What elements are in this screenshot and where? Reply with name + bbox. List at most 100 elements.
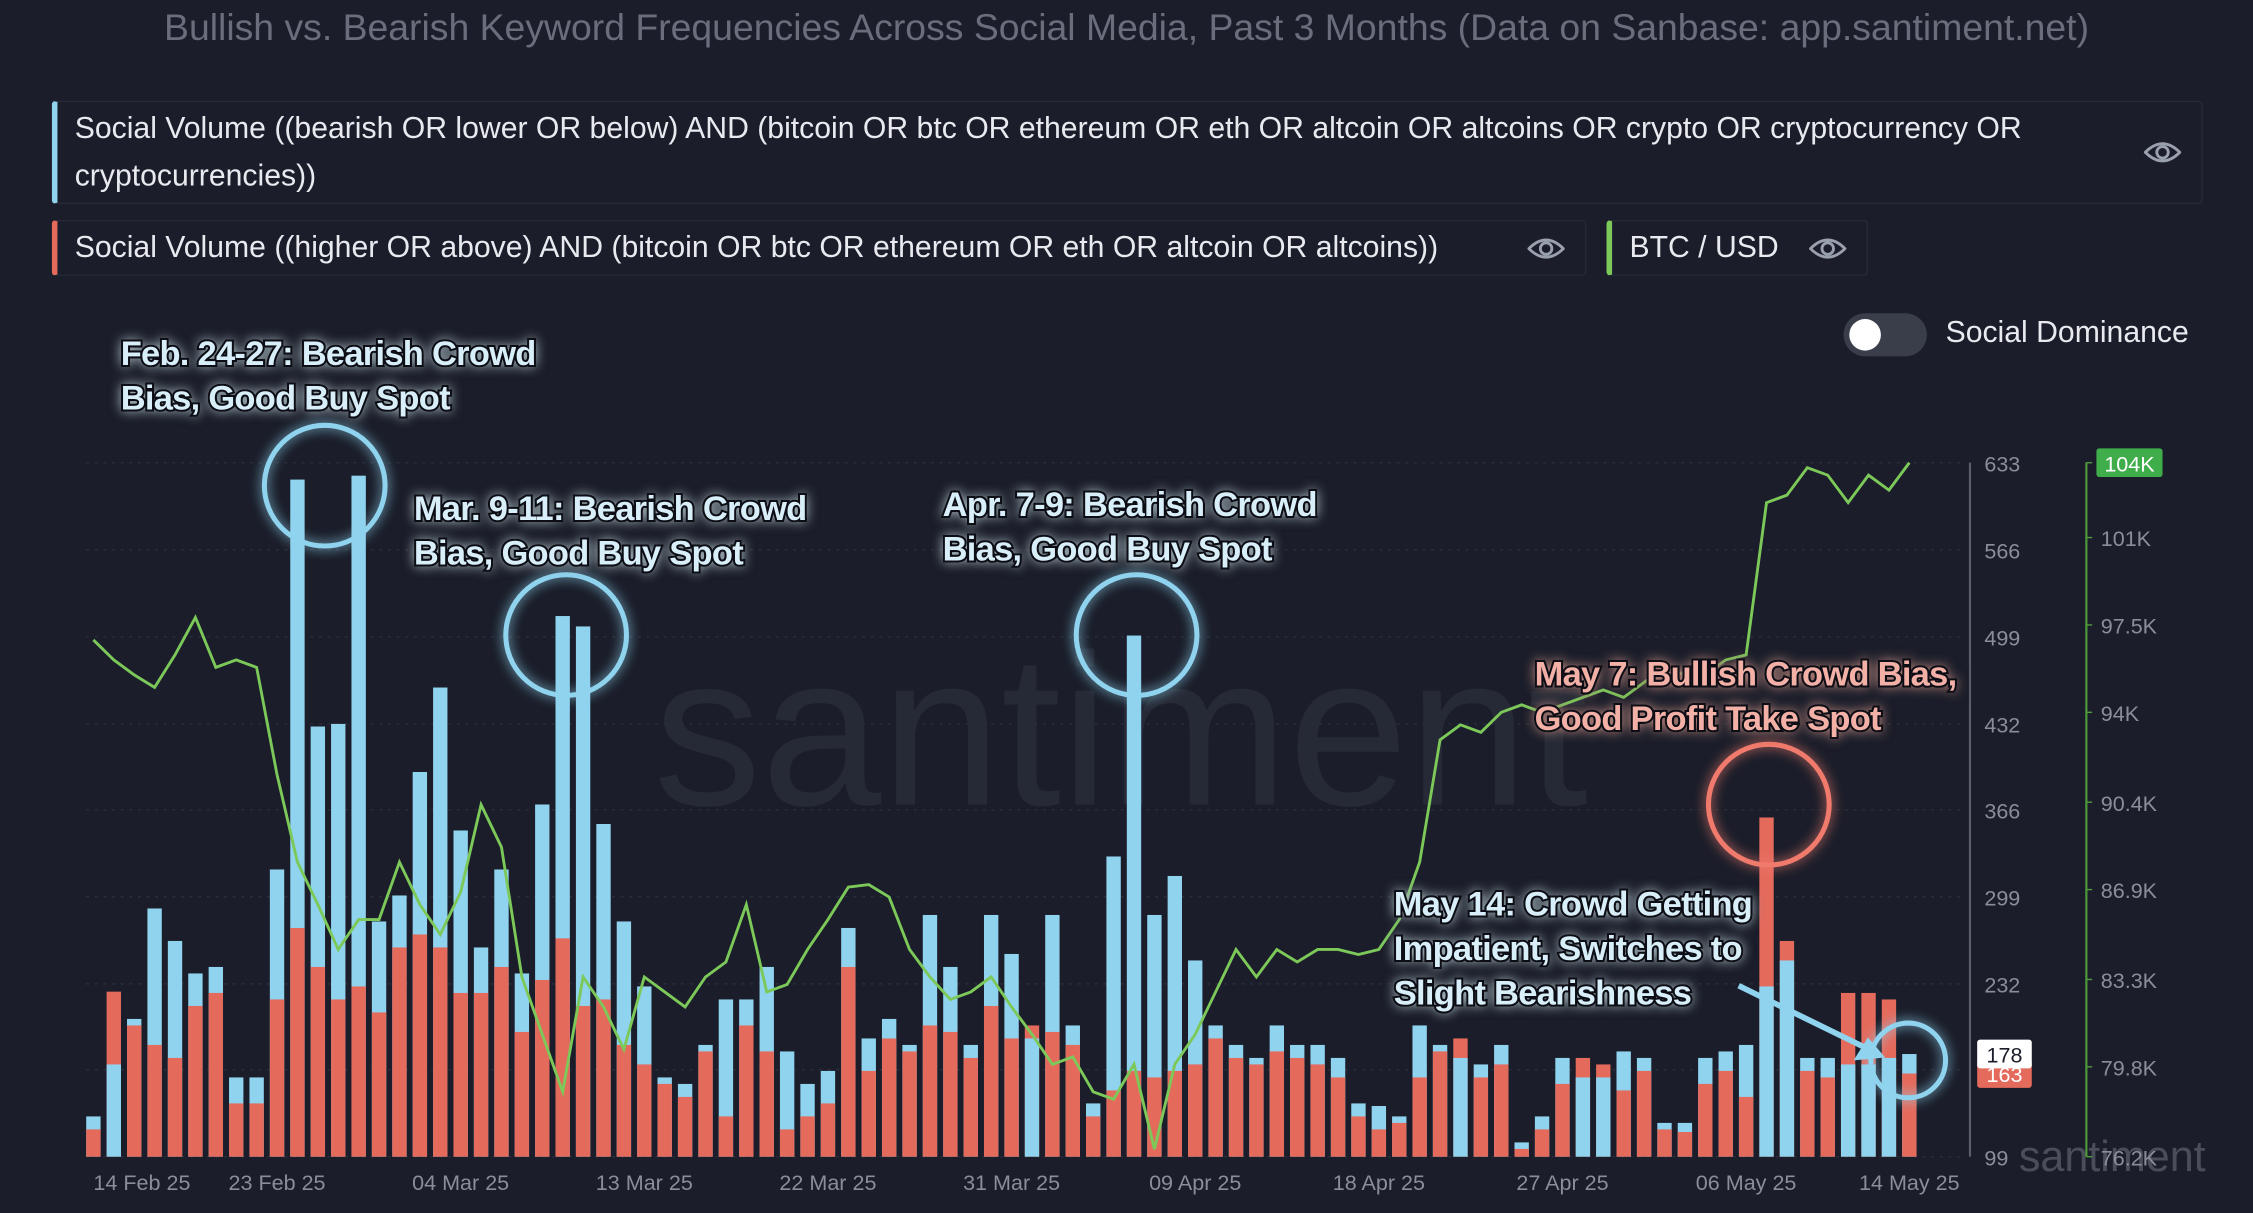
bar xyxy=(473,992,489,1157)
y2-tick-label: 101K xyxy=(2101,526,2152,551)
bar xyxy=(1861,1064,1876,1157)
bar xyxy=(1698,1083,1713,1157)
eye-icon[interactable] xyxy=(1527,235,1565,261)
bar xyxy=(637,1064,652,1157)
bar xyxy=(514,1031,530,1157)
bar xyxy=(269,999,285,1157)
bar xyxy=(1718,1070,1733,1157)
legend-label: BTC / USD xyxy=(1629,231,1779,265)
legend-label: Social Volume ((bearish OR lower OR belo… xyxy=(74,112,2022,193)
bar xyxy=(188,1005,203,1157)
annotation-line: Good Profit Take Spot xyxy=(1535,700,1882,738)
annotation-line: Slight Bearishness xyxy=(1394,974,1691,1012)
legend-label: Social Volume ((higher OR above) AND (bi… xyxy=(74,231,1439,265)
y-tick-label: 99 xyxy=(1984,1145,2008,1170)
bar xyxy=(779,1129,795,1157)
arrow-head xyxy=(1853,1037,1886,1061)
x-tick-label: 23 Feb 25 xyxy=(229,1170,326,1195)
bar xyxy=(1330,1077,1346,1157)
highlight-circle xyxy=(1868,1020,1949,1101)
y2-tick-label: 90.4K xyxy=(2101,791,2158,816)
bar xyxy=(1759,986,1774,1157)
bar xyxy=(494,966,509,1157)
toggle-label: Social Dominance xyxy=(1945,316,2189,350)
y-tick-label: 232 xyxy=(1984,972,2020,997)
y-tick-label: 633 xyxy=(1984,451,2020,476)
bar xyxy=(1106,856,1121,1157)
value-badge xyxy=(1977,1039,2032,1069)
bar xyxy=(1126,1070,1142,1157)
bar xyxy=(1371,1129,1387,1157)
bar xyxy=(1657,1129,1672,1157)
annotation: Apr. 7-9: Bearish Crowd Bias, Good Buy Sp… xyxy=(943,486,1317,569)
bar xyxy=(841,966,856,1157)
arrow xyxy=(1737,983,1870,1052)
bar xyxy=(1800,1070,1815,1157)
bar xyxy=(331,999,346,1157)
eye-icon[interactable] xyxy=(2143,139,2182,165)
bar xyxy=(1392,1122,1407,1157)
x-tick-label: 14 May 25 xyxy=(1859,1170,1960,1195)
x-tick-label: 13 Mar 25 xyxy=(596,1170,693,1195)
bar xyxy=(1004,1038,1019,1157)
bar xyxy=(820,1103,836,1157)
bar xyxy=(1840,1064,1856,1157)
bar xyxy=(310,966,326,1157)
legend-item[interactable]: Social Volume ((bearish OR lower OR belo… xyxy=(51,100,2203,205)
bar xyxy=(1473,1077,1489,1157)
y2-tick-label: 94K xyxy=(2101,701,2140,726)
bar xyxy=(1208,1038,1223,1157)
y2-tick-label: 79.8K xyxy=(2101,1055,2158,1080)
bar xyxy=(881,1038,897,1157)
bar xyxy=(127,1025,142,1157)
bar xyxy=(1351,1116,1366,1157)
bar xyxy=(351,986,366,1157)
annotation-line: Bias, Good Buy Spot xyxy=(121,380,451,418)
bar xyxy=(1310,1064,1325,1157)
bar xyxy=(800,1116,815,1157)
legend-item[interactable]: BTC / USD xyxy=(1606,219,1868,276)
bar xyxy=(249,1103,264,1157)
x-tick-label: 14 Feb 25 xyxy=(93,1170,190,1195)
bar xyxy=(718,1116,734,1157)
toggle-knob xyxy=(1849,318,1881,351)
bar xyxy=(1290,1057,1305,1157)
bar xyxy=(1534,1129,1550,1157)
bar xyxy=(759,1051,774,1157)
y-tick-label: 432 xyxy=(1984,713,2020,738)
legend-item[interactable]: Social Volume ((higher OR above) AND (bi… xyxy=(51,219,1587,276)
bar xyxy=(412,934,428,1157)
bar xyxy=(229,1103,244,1157)
annotation-line: Impatient, Switches to xyxy=(1394,930,1742,968)
bar xyxy=(208,992,224,1157)
annotation: May 7: Bullish Crowd Bias, Good Profit Ta… xyxy=(1535,655,1957,738)
bar xyxy=(106,1064,121,1157)
highlight-circle xyxy=(261,422,388,549)
y2-tick-label: 83.3K xyxy=(2101,968,2158,993)
annotation: May 14: Crowd Getting Impatient, Switches… xyxy=(1394,885,1752,1012)
bar xyxy=(1432,1051,1448,1157)
y2-tick-label: 86.9K xyxy=(2101,878,2158,903)
eye-icon[interactable] xyxy=(1809,235,1847,261)
bar xyxy=(392,947,407,1157)
toggle[interactable] xyxy=(1843,313,1927,357)
bar xyxy=(1820,1077,1835,1157)
bar xyxy=(1616,1090,1631,1157)
bar xyxy=(861,1070,876,1157)
bar xyxy=(739,1025,754,1157)
highlight-circle xyxy=(1705,741,1832,868)
bar xyxy=(290,927,305,1157)
bar xyxy=(1126,635,1142,1157)
bar xyxy=(167,1057,183,1157)
bar xyxy=(371,1012,387,1157)
bar xyxy=(575,1005,591,1157)
bar xyxy=(616,1044,632,1157)
title: Bullish vs. Bearish Keyword Frequencies … xyxy=(164,5,2090,49)
bar xyxy=(86,1129,101,1157)
bar xyxy=(555,938,570,1157)
bar xyxy=(1024,1038,1040,1157)
bar xyxy=(1228,1057,1244,1157)
bar xyxy=(453,992,468,1157)
annotation-line: Feb. 24-27: Bearish Crowd xyxy=(121,335,536,373)
